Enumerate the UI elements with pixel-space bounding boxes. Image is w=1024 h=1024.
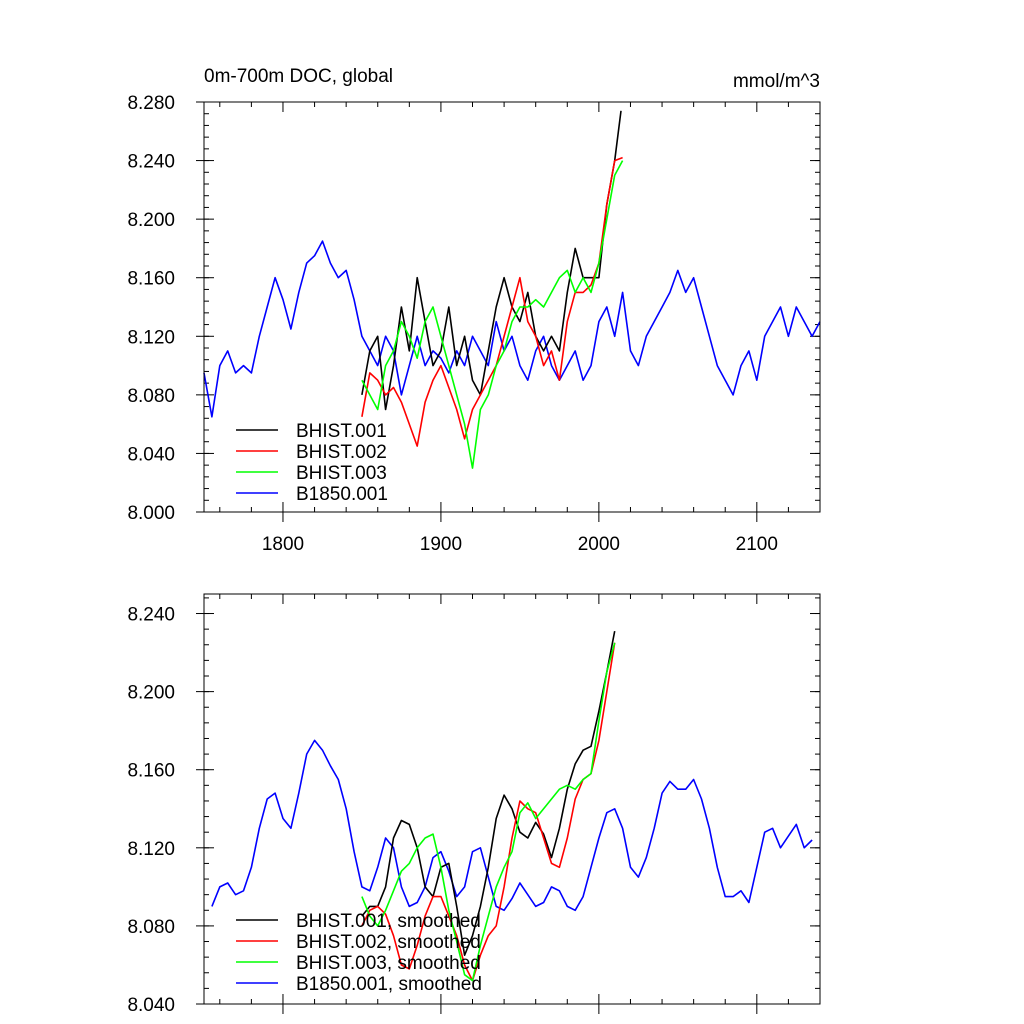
top-series-line-2	[361, 156, 623, 447]
units-label: mmol/m^3	[733, 71, 820, 92]
bottom-y-tick-label: 8.200	[127, 683, 175, 704]
bottom-y-tick-label: 8.160	[127, 761, 175, 782]
top-y-tick-label: 8.200	[127, 210, 175, 231]
bottom-series-line-4	[211, 739, 813, 912]
top-series-line-4	[203, 240, 821, 418]
bottom-series-line-3	[361, 642, 616, 982]
top-x-tick-label: 1800	[262, 534, 304, 555]
top-legend-label: BHIST.003	[296, 463, 387, 484]
top-x-tick-label: 2000	[578, 534, 620, 555]
bottom-series-line-2	[361, 642, 616, 982]
bottom-legend-label: BHIST.001, smoothed	[296, 911, 481, 932]
top-y-tick-label: 8.160	[127, 269, 175, 290]
top-y-tick-label: 8.040	[127, 444, 175, 465]
bottom-plot-frame	[203, 593, 821, 1005]
bottom-y-tick-label: 8.120	[127, 839, 175, 860]
bottom-y-tick-label: 8.080	[127, 917, 175, 938]
bottom-series-group	[211, 630, 813, 982]
top-axes: 1800 1900 2000 2100 8.000 8.040 8.080 8.120 8.16…	[127, 93, 821, 555]
bottom-y-tick-label: 8.040	[127, 995, 175, 1016]
top-y-tick-label: 8.240	[127, 152, 175, 173]
bottom-legend-label: BHIST.002, smoothed	[296, 932, 481, 953]
top-y-tick-label: 8.120	[127, 327, 175, 348]
top-x-tick-label: 1900	[420, 534, 462, 555]
top-legend-label: BHIST.002	[296, 442, 387, 463]
top-series-line-3	[361, 160, 624, 469]
top-x-tick-label: 2100	[736, 534, 778, 555]
top-series-group	[203, 110, 821, 469]
top-series-line-1	[361, 110, 622, 411]
top-y-tick-label: 8.080	[127, 386, 175, 407]
bottom-legend-label: B1850.001, smoothed	[296, 974, 482, 995]
bottom-series-line-1	[361, 630, 616, 957]
top-legend-label: B1850.001	[296, 484, 388, 505]
top-plot-frame	[203, 101, 821, 513]
top-panel: 0m-700m DOC, global mmol/m^3 1800 1900 200…	[127, 66, 821, 555]
bottom-panel: 8.040 8.080 8.120 8.160 8.200 8.240 BHIST.001…	[127, 593, 821, 1016]
bottom-y-tick-label: 8.240	[127, 605, 175, 626]
bottom-axes: 8.040 8.080 8.120 8.160 8.200 8.240	[127, 594, 821, 1016]
bottom-legend-label: BHIST.003, smoothed	[296, 953, 481, 974]
top-y-tick-label: 8.280	[127, 93, 175, 114]
chart-title: 0m-700m DOC, global	[204, 66, 393, 87]
top-y-tick-label: 8.000	[127, 503, 175, 524]
top-legend-label: BHIST.001	[296, 421, 387, 442]
